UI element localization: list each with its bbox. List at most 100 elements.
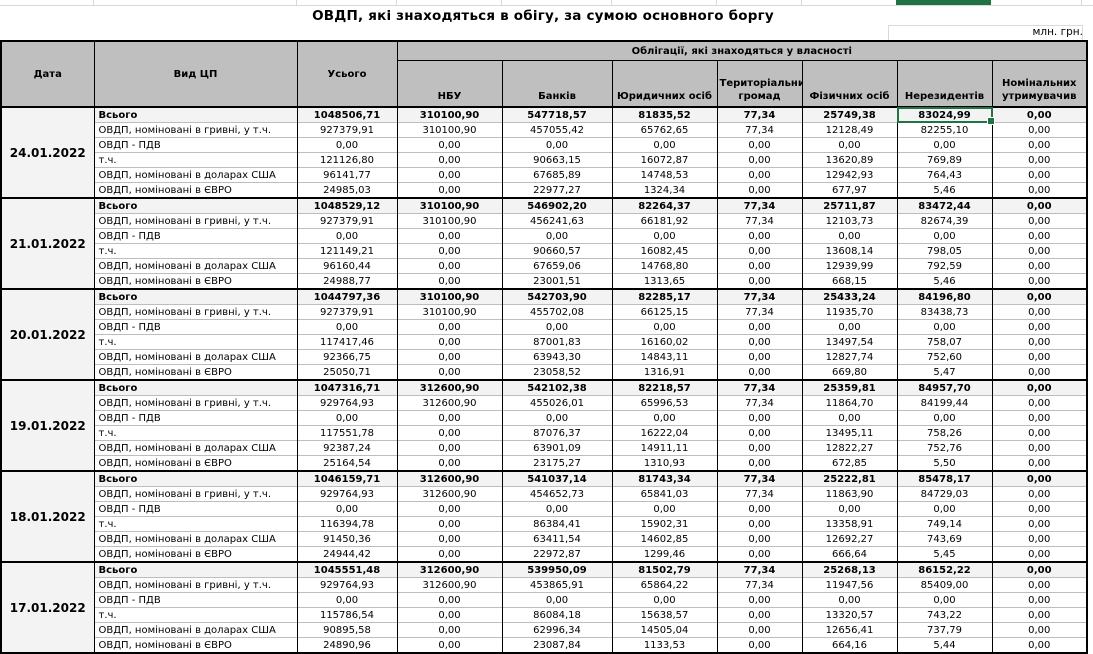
value-cell[interactable]: 25749,38: [801, 106, 898, 123]
row-label-cell[interactable]: т.ч.: [93, 243, 298, 259]
row-label-cell[interactable]: Всього: [93, 470, 298, 487]
value-cell[interactable]: 664,16: [801, 637, 898, 653]
value-cell[interactable]: 12128,49: [801, 122, 898, 138]
value-cell[interactable]: 0,00: [501, 228, 613, 244]
value-cell[interactable]: 312600,90: [396, 379, 503, 396]
value-cell[interactable]: 77,34: [716, 486, 803, 502]
value-cell[interactable]: 764,43: [896, 167, 993, 183]
value-cell[interactable]: 12822,27: [801, 440, 898, 456]
value-cell[interactable]: 0,00: [501, 319, 613, 335]
value-cell[interactable]: 0,00: [991, 258, 1088, 274]
value-cell[interactable]: 0,00: [396, 137, 503, 153]
value-cell[interactable]: 82285,17: [611, 288, 718, 305]
value-cell[interactable]: 0,00: [716, 258, 803, 274]
value-cell[interactable]: 0,00: [716, 273, 803, 289]
value-cell[interactable]: 0,00: [716, 137, 803, 153]
value-cell[interactable]: 13608,14: [801, 243, 898, 259]
value-cell[interactable]: 14505,04: [611, 622, 718, 638]
row-label-cell[interactable]: т.ч.: [93, 516, 298, 532]
value-cell[interactable]: 87001,83: [501, 334, 613, 350]
header-owner-legal-entities[interactable]: Юридичних осіб: [611, 60, 718, 108]
value-cell[interactable]: 0,00: [991, 137, 1088, 153]
value-cell[interactable]: 0,00: [991, 273, 1088, 289]
header-owner-individuals[interactable]: Фізичних осіб: [801, 60, 898, 108]
value-cell[interactable]: 5,46: [896, 182, 993, 198]
value-cell[interactable]: 0,00: [991, 106, 1088, 123]
value-cell[interactable]: 0,00: [396, 258, 503, 274]
value-cell[interactable]: 0,00: [991, 379, 1088, 396]
value-cell[interactable]: 0,00: [991, 288, 1088, 305]
value-cell[interactable]: 62996,34: [501, 622, 613, 638]
value-cell[interactable]: 310100,90: [396, 122, 503, 138]
value-cell[interactable]: 0,00: [716, 531, 803, 547]
value-cell[interactable]: 77,34: [716, 213, 803, 229]
value-cell[interactable]: 81502,79: [611, 561, 718, 578]
value-cell[interactable]: 312600,90: [396, 561, 503, 578]
value-cell[interactable]: 929764,93: [296, 486, 398, 502]
selected-cell[interactable]: 83024,99: [896, 106, 995, 125]
value-cell[interactable]: 15638,57: [611, 607, 718, 623]
header-date[interactable]: Дата: [0, 40, 95, 108]
value-cell[interactable]: 0,00: [296, 228, 398, 244]
row-label-cell[interactable]: ОВДП, номіновані в доларах США: [93, 440, 298, 456]
value-cell[interactable]: 77,34: [716, 470, 803, 487]
header-owner-nbu[interactable]: НБУ: [396, 60, 503, 108]
value-cell[interactable]: 13495,11: [801, 425, 898, 441]
value-cell[interactable]: 23058,52: [501, 364, 613, 380]
row-label-cell[interactable]: Всього: [93, 106, 298, 123]
value-cell[interactable]: 0,00: [396, 152, 503, 168]
value-cell[interactable]: 25433,24: [801, 288, 898, 305]
value-cell[interactable]: 0,00: [801, 319, 898, 335]
header-owner-nominal-holders[interactable]: Номінальних утримувачив: [991, 60, 1088, 108]
value-cell[interactable]: 77,34: [716, 106, 803, 123]
value-cell[interactable]: 539950,09: [501, 561, 613, 578]
value-cell[interactable]: 0,00: [991, 197, 1088, 214]
value-cell[interactable]: 668,15: [801, 273, 898, 289]
value-cell[interactable]: 24944,42: [296, 546, 398, 562]
value-cell[interactable]: 0,00: [991, 486, 1088, 502]
value-cell[interactable]: 65841,03: [611, 486, 718, 502]
value-cell[interactable]: 0,00: [501, 592, 613, 608]
value-cell[interactable]: 81743,34: [611, 470, 718, 487]
value-cell[interactable]: 669,80: [801, 364, 898, 380]
value-cell[interactable]: 0,00: [716, 501, 803, 517]
value-cell[interactable]: 0,00: [396, 425, 503, 441]
value-cell[interactable]: 63901,09: [501, 440, 613, 456]
value-cell[interactable]: 0,00: [716, 607, 803, 623]
value-cell[interactable]: 77,34: [716, 197, 803, 214]
value-cell[interactable]: 91450,36: [296, 531, 398, 547]
value-cell[interactable]: 13497,54: [801, 334, 898, 350]
value-cell[interactable]: 0,00: [716, 228, 803, 244]
value-cell[interactable]: 67685,89: [501, 167, 613, 183]
value-cell[interactable]: 312600,90: [396, 577, 503, 593]
value-cell[interactable]: 82264,37: [611, 197, 718, 214]
value-cell[interactable]: 0,00: [716, 410, 803, 426]
value-cell[interactable]: 1044797,36: [296, 288, 398, 305]
value-cell[interactable]: 13320,57: [801, 607, 898, 623]
value-cell[interactable]: 0,00: [396, 592, 503, 608]
value-cell[interactable]: 25222,81: [801, 470, 898, 487]
value-cell[interactable]: 743,22: [896, 607, 993, 623]
value-cell[interactable]: 13358,91: [801, 516, 898, 532]
value-cell[interactable]: 1299,46: [611, 546, 718, 562]
row-label-cell[interactable]: ОВДП, номіновані в гривні, у т.ч.: [93, 395, 298, 411]
row-label-cell[interactable]: ОВДП - ПДВ: [93, 592, 298, 608]
value-cell[interactable]: 0,00: [991, 531, 1088, 547]
date-cell[interactable]: 17.01.2022: [0, 561, 95, 653]
value-cell[interactable]: 0,00: [396, 228, 503, 244]
value-cell[interactable]: 312600,90: [396, 470, 503, 487]
header-security-type[interactable]: Вид ЦП: [93, 40, 298, 108]
value-cell[interactable]: 84957,70: [896, 379, 993, 396]
value-cell[interactable]: 0,00: [396, 167, 503, 183]
value-cell[interactable]: 798,05: [896, 243, 993, 259]
value-cell[interactable]: 25268,13: [801, 561, 898, 578]
value-cell[interactable]: 0,00: [801, 410, 898, 426]
value-cell[interactable]: 82674,39: [896, 213, 993, 229]
value-cell[interactable]: 14843,11: [611, 349, 718, 365]
value-cell[interactable]: 0,00: [991, 213, 1088, 229]
value-cell[interactable]: 542102,38: [501, 379, 613, 396]
fill-handle[interactable]: [986, 117, 995, 125]
value-cell[interactable]: 25359,81: [801, 379, 898, 396]
value-cell[interactable]: 0,00: [896, 410, 993, 426]
value-cell[interactable]: 310100,90: [396, 304, 503, 320]
